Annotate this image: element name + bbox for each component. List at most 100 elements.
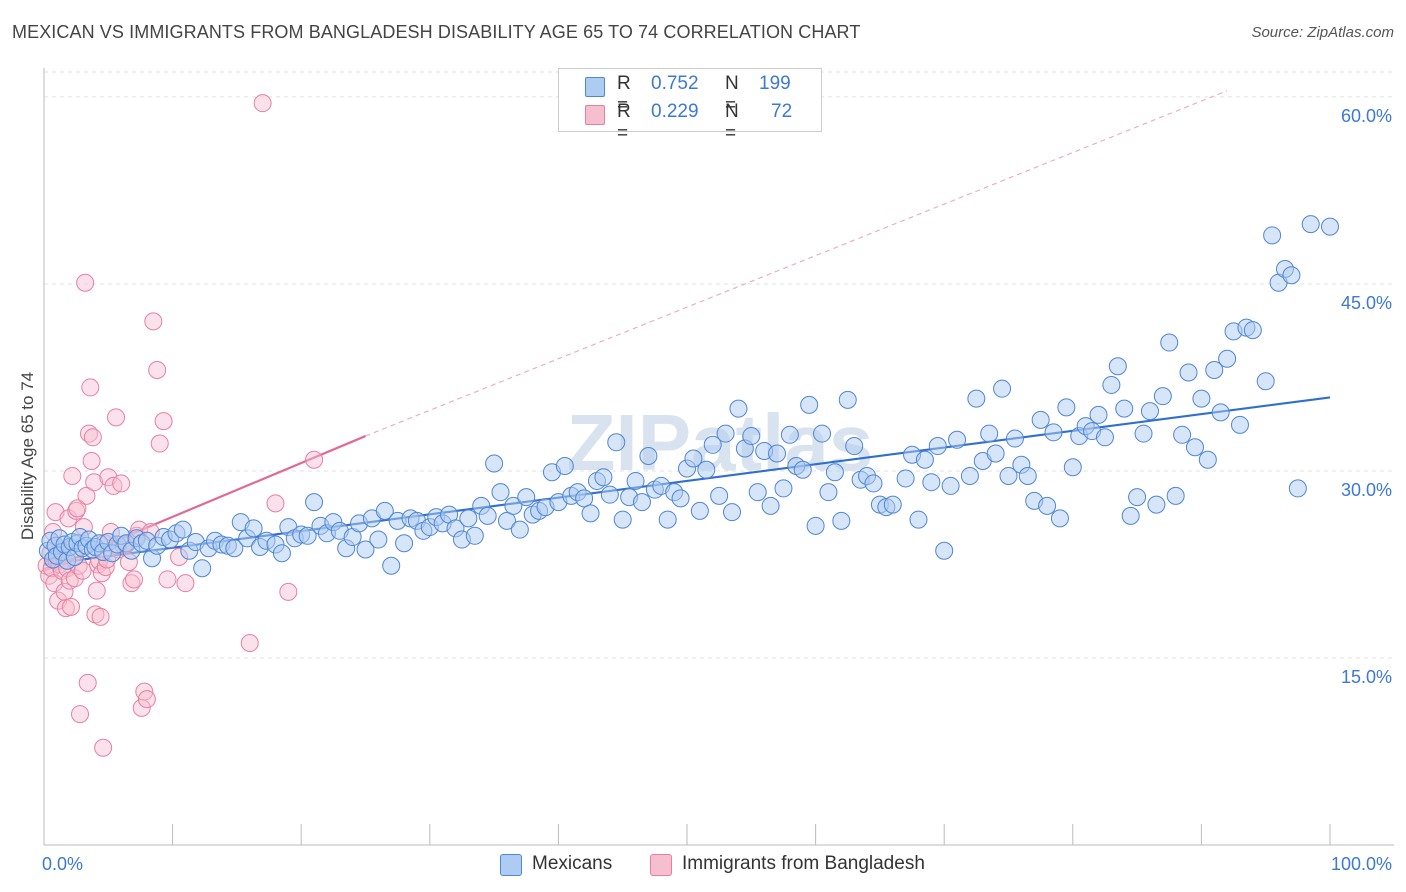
mexicans-point: [1205, 360, 1224, 379]
bangladesh-point: [78, 673, 97, 692]
mexicans-point: [639, 447, 658, 466]
bangladesh-point: [266, 494, 285, 513]
mexicans-point: [1031, 410, 1050, 429]
bangladesh-point: [71, 705, 90, 724]
mexicans-point: [485, 454, 504, 473]
mexicans-point: [1057, 398, 1076, 417]
legend-r-value: 0.752: [651, 73, 699, 94]
mexicans-point: [1140, 402, 1159, 421]
mexicans-point: [1153, 387, 1172, 406]
mexicans-point: [729, 399, 748, 418]
mexicans-point: [1198, 450, 1217, 469]
bangladesh-point: [107, 408, 126, 427]
bangladesh-point: [125, 570, 144, 589]
mexicans-point: [1038, 496, 1057, 515]
mexicans-point: [244, 519, 263, 538]
mexicans-point: [626, 471, 645, 490]
mexicans-point: [632, 493, 651, 512]
bangladesh-point: [305, 450, 324, 469]
mexicans-point: [993, 379, 1012, 398]
mexicans-point: [768, 444, 787, 463]
mexicans-point: [581, 504, 600, 523]
mexicans-point: [356, 540, 375, 559]
bottom-legend-swatch-mexicans: [500, 854, 522, 876]
legend-n-value: 199: [759, 73, 791, 94]
bangladesh-point: [148, 360, 167, 379]
bangladesh-point: [63, 466, 82, 485]
source-note: Source: ZipAtlas.com: [1251, 24, 1394, 41]
bangladesh-point: [137, 690, 156, 709]
mexicans-point: [1134, 424, 1153, 443]
bangladesh-point: [112, 474, 131, 493]
mexicans-point: [272, 544, 291, 563]
mexicans-point: [1128, 488, 1147, 507]
mexicans-point: [382, 556, 401, 575]
mexicans-point: [1160, 333, 1179, 352]
mexicans-point: [459, 509, 478, 528]
mexicans-point: [491, 483, 510, 502]
bangladesh-point: [176, 574, 195, 593]
mexicans-point: [1288, 479, 1307, 498]
bangladesh-point: [240, 634, 259, 653]
legend-r-value: 0.229: [651, 101, 699, 122]
mexicans-point: [1321, 217, 1339, 236]
bottom-legend-mexicans: Mexicans: [532, 853, 613, 874]
mexicans-point: [928, 437, 947, 456]
mexicans-point: [723, 503, 742, 522]
mexicans-point: [1185, 438, 1204, 457]
mexicans-point: [1050, 509, 1069, 528]
mexicans-point: [1192, 389, 1211, 408]
mexicans-point: [298, 526, 317, 545]
legend-n-label: N =: [725, 101, 739, 144]
mexicans-point: [510, 520, 529, 539]
stats-legend: R = 0.752 N = 199 R = 0.229 N = 72: [558, 68, 822, 144]
mexicans-point: [986, 444, 1005, 463]
mexicans-point: [1018, 466, 1037, 485]
mexicans-point: [761, 496, 780, 515]
bangladesh-point: [81, 378, 100, 397]
mexicans-point: [613, 510, 632, 529]
mexicans-point: [845, 437, 864, 456]
bangladesh-point: [77, 486, 96, 505]
mexicans-point: [864, 474, 883, 493]
legend-swatch-pink: [585, 105, 605, 125]
mexicans-point: [793, 460, 812, 479]
mexicans-point: [465, 526, 484, 545]
mexicans-point: [800, 395, 819, 414]
mexicans-point: [742, 427, 761, 446]
tick-labels: 15.0% 30.0% 45.0% 60.0% 0.0% 100.0%: [42, 106, 1392, 874]
bangladesh-point: [60, 571, 79, 590]
mexicans-point: [225, 539, 244, 558]
mexicans-point: [1179, 363, 1198, 382]
y-tick-label: 30.0%: [1341, 480, 1392, 500]
bangladesh-point: [59, 509, 78, 528]
bangladesh-point: [158, 570, 177, 589]
mexicans-point: [922, 473, 941, 492]
bangladesh-point: [55, 582, 74, 601]
mexicans-point: [375, 501, 394, 520]
legend-n-value: 72: [771, 101, 793, 122]
mexicans-point: [697, 460, 716, 479]
series-mexicans-points: [38, 215, 1339, 578]
mexicans-point: [193, 559, 212, 578]
mexicans-point: [935, 541, 954, 560]
bangladesh-point: [135, 682, 154, 701]
mexicans-point: [1173, 425, 1192, 444]
mexicans-point: [1089, 405, 1108, 424]
mexicans-point: [832, 511, 851, 530]
mexicans-point: [1166, 486, 1185, 505]
bottom-legend-bangladesh: Immigrants from Bangladesh: [682, 853, 925, 874]
mexicans-point: [915, 450, 934, 469]
mexicans-point: [1044, 423, 1063, 442]
mexicans-point: [780, 425, 799, 444]
mexicans-point: [1301, 215, 1320, 234]
mexicans-point: [497, 511, 516, 530]
mexicans-point: [173, 520, 192, 539]
mexicans-point: [517, 488, 536, 507]
mexicans-point: [1147, 495, 1166, 514]
mexicans-point: [555, 456, 574, 475]
mexicans-point: [607, 433, 626, 452]
bangladesh-point: [150, 434, 169, 453]
mexicans-point: [305, 493, 324, 512]
